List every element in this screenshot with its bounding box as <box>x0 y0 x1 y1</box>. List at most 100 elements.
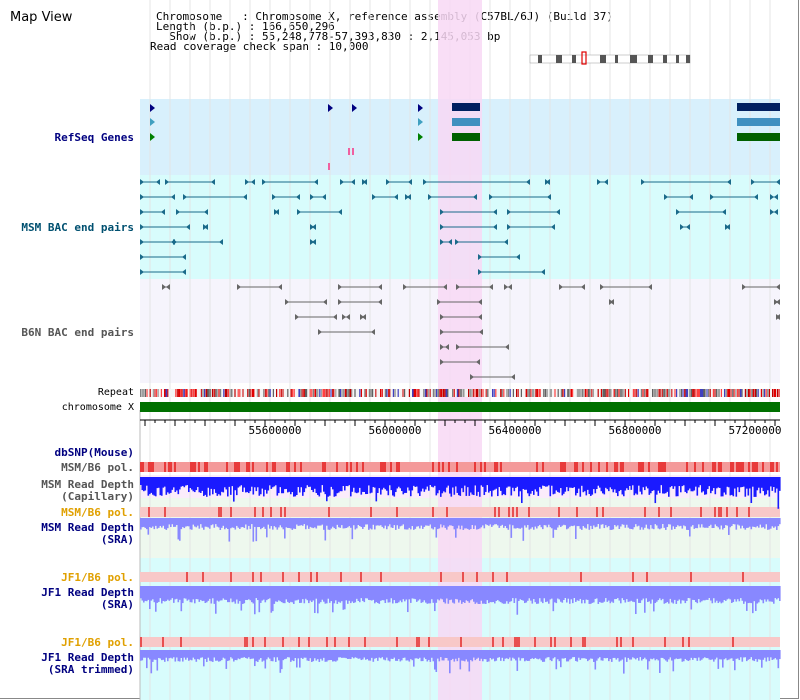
read-depth-bar <box>629 586 631 602</box>
repeat-element <box>517 389 519 397</box>
read-depth-bar <box>534 477 537 490</box>
read-depth-bar <box>750 650 753 658</box>
read-depth-bar <box>462 650 465 661</box>
read-depth-bar <box>173 518 175 527</box>
repeat-element <box>212 389 214 397</box>
read-depth-bar <box>260 586 262 603</box>
read-depth-bar <box>362 518 364 529</box>
read-depth-bar <box>477 477 480 492</box>
read-depth-bar <box>719 586 721 602</box>
read-depth-bar <box>416 650 418 659</box>
read-depth-bar <box>432 518 435 530</box>
repeat-element <box>772 389 774 397</box>
read-depth-bar <box>246 518 249 530</box>
repeat-element <box>525 389 528 397</box>
read-depth-bar <box>425 586 427 603</box>
track-label-msm-depth-sra[interactable]: MSM Read Depth <box>41 521 134 534</box>
read-depth-bar <box>696 477 699 496</box>
read-depth-bar <box>422 650 424 662</box>
repeat-element <box>175 389 177 397</box>
read-depth-bar <box>458 518 460 526</box>
read-depth-bar <box>488 586 490 604</box>
read-depth-bar <box>396 650 399 661</box>
read-depth-bar <box>620 477 622 490</box>
read-depth-bar <box>141 650 144 661</box>
polymorphism-cell <box>640 462 642 472</box>
read-depth-bar <box>443 518 445 526</box>
read-depth-bar <box>153 477 156 496</box>
read-depth-bar <box>245 518 247 525</box>
bac-end-marker <box>507 224 511 230</box>
track-label-msm-bac[interactable]: MSM BAC end pairs <box>21 221 134 234</box>
read-depth-bar <box>309 518 312 527</box>
axis-tick-label: 56000000 <box>369 424 422 437</box>
read-depth-bar <box>680 518 682 526</box>
read-depth-bar <box>734 650 736 671</box>
read-depth-bar <box>705 650 708 659</box>
read-depth-bar <box>251 477 253 487</box>
read-depth-bar <box>282 477 285 494</box>
read-depth-bar <box>215 477 217 493</box>
polymorphism-cell <box>396 637 398 647</box>
read-depth-bar <box>365 650 367 660</box>
read-depth-bar <box>357 586 360 601</box>
read-depth-bar <box>671 586 673 603</box>
repeat-element <box>767 389 769 397</box>
polymorphism-cell <box>752 462 754 472</box>
repeat-element <box>776 389 778 397</box>
read-depth-bar <box>291 586 294 603</box>
bac-end-marker <box>456 284 460 290</box>
read-depth-bar <box>615 650 618 660</box>
read-depth-bar <box>777 518 780 527</box>
read-depth-bar <box>570 650 573 659</box>
read-depth-bar <box>560 650 562 668</box>
track-label-dbsnp[interactable]: dbSNP(Mouse) <box>54 446 134 459</box>
read-depth-bar <box>749 477 751 489</box>
read-depth-bar <box>771 586 774 602</box>
track-label-b6n-bac[interactable]: B6N BAC end pairs <box>21 326 134 339</box>
track-label-jf1-depth-trim[interactable]: JF1 Read Depth <box>41 651 134 664</box>
read-depth-bar <box>326 477 328 502</box>
read-depth-bar <box>393 477 396 497</box>
read-depth-bar <box>530 477 532 494</box>
read-depth-bar <box>612 477 615 493</box>
read-depth-bar <box>282 518 285 530</box>
read-depth-bar <box>725 650 727 659</box>
read-depth-bar <box>449 518 451 526</box>
repeat-element <box>692 389 695 397</box>
polymorphism-cell <box>494 462 496 472</box>
read-depth-bar <box>230 586 232 599</box>
read-depth-bar <box>650 650 652 659</box>
read-depth-bar <box>270 518 273 527</box>
bac-end-marker <box>408 179 412 185</box>
track-label-msm-b6-pol-2[interactable]: MSM/B6 pol. <box>61 506 134 519</box>
read-depth-bar <box>192 477 195 492</box>
read-depth-bar <box>567 650 570 662</box>
bac-end-marker <box>140 209 144 215</box>
read-depth-bar <box>528 477 531 497</box>
read-depth-bar <box>159 586 162 599</box>
read-depth-bar <box>170 518 172 528</box>
track-label-refseq[interactable]: RefSeq Genes <box>54 131 134 144</box>
read-depth-bar <box>468 650 471 672</box>
track-label-jf1-b6-pol-2[interactable]: JF1/B6 pol. <box>61 636 134 649</box>
read-depth-bar <box>741 586 744 601</box>
track-label-jf1-depth-sra[interactable]: JF1 Read Depth <box>41 586 134 599</box>
read-depth-bar <box>183 650 186 658</box>
read-depth-bar <box>590 586 592 604</box>
track-label-msm-b6-pol-1[interactable]: MSM/B6 pol. <box>61 461 134 474</box>
polymorphism-cell <box>638 462 640 472</box>
read-depth-bar <box>266 586 268 601</box>
read-depth-bar <box>776 518 778 530</box>
read-depth-bar <box>252 650 255 659</box>
read-depth-bar <box>582 586 585 600</box>
read-depth-bar <box>221 650 223 661</box>
track-label-chromosome: chromosome X <box>61 402 134 413</box>
track-label-msm-depth-cap[interactable]: MSM Read Depth <box>41 478 134 491</box>
read-depth-bar <box>216 518 219 527</box>
track-label-jf1-b6-pol-1[interactable]: JF1/B6 pol. <box>61 571 134 584</box>
read-depth-bar <box>195 518 198 528</box>
read-depth-bar <box>231 518 234 528</box>
read-depth-bar <box>197 586 199 600</box>
